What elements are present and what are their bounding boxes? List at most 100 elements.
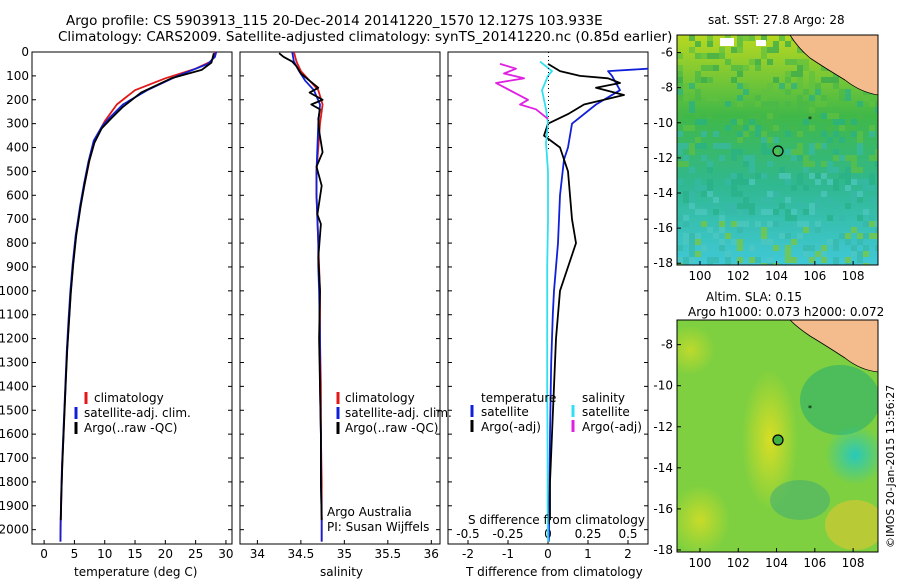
data-series: [59, 51, 649, 542]
salinity-panel-frame: [239, 51, 441, 545]
watermark: ©IMOS 20-Jan-2015 13:56:27: [884, 385, 897, 548]
map-y-tick-label: -6: [661, 46, 673, 60]
y-tick-label: 100: [6, 69, 29, 83]
float-marker-icon-sla: *: [808, 404, 812, 413]
argo-position-marker-sla: [772, 434, 784, 446]
sst-map: sat. SST: 27.8 Argo: 28 *: [676, 13, 879, 266]
x-tick-label: 20: [158, 547, 173, 561]
x-tick-label: 10: [97, 547, 112, 561]
y-tick-label: 0: [21, 45, 29, 59]
map-y-tick-label: -8: [661, 81, 673, 95]
landmass-java-sla: [789, 320, 878, 373]
y-tick-label: 800: [6, 236, 29, 250]
legend-label-satellite: satellite-adj. clim.: [345, 406, 452, 420]
difference-legend: temperature satellite Argo(-adj) salinit…: [468, 391, 645, 527]
y-tick-label: 1600: [0, 427, 29, 441]
y-tick-label: 900: [6, 260, 29, 274]
x-tick-label: -2: [462, 547, 474, 561]
legend-label-argo: Argo(..raw -QC): [84, 421, 177, 435]
map-x-tick-label: 108: [842, 269, 865, 283]
x-tick-label: 2: [624, 547, 632, 561]
x-tick-label: 30: [218, 547, 233, 561]
x-tick-label: 34: [250, 547, 265, 561]
map-x-tick-label: 108: [842, 556, 865, 570]
temperature-legend: climatology satellite-adj. clim. Argo(..…: [74, 391, 191, 435]
map-x-tick-label: 102: [727, 269, 750, 283]
legend-label-argo: Argo(..raw -QC): [345, 421, 438, 435]
legend-label-satellite: satellite-adj. clim.: [84, 406, 191, 420]
map-y-tick-label: -16: [653, 502, 673, 516]
landmass-java: [789, 35, 878, 96]
series-line-salinity: [291, 51, 323, 542]
y-tick-label: 1700: [0, 451, 29, 465]
map-y-tick-label: -14: [653, 186, 673, 200]
map-y-tick-label: -12: [653, 420, 673, 434]
map-x-tick-label: 104: [765, 269, 788, 283]
y-tick-label: 1400: [0, 379, 29, 393]
y-tick-label: 1800: [0, 475, 29, 489]
series-line-difference: [547, 67, 649, 542]
map-y-tick-label: -12: [653, 151, 673, 165]
series-line-difference: [495, 63, 549, 120]
x-tick-label: 35.5: [374, 547, 401, 561]
salinity-legend: climatology satellite-adj. clim. Argo(..…: [327, 391, 452, 534]
y-tick-label: 1100: [0, 308, 29, 322]
map-y-tick-label: -10: [653, 116, 673, 130]
map-ticks: 100 102 104 106 108 -6 -8 -10 -12 -14 -16 -18 100 102…: [653, 46, 864, 570]
x-tick-label: 5: [71, 547, 79, 561]
s-difference-axis-label: S difference from climatology: [468, 513, 645, 527]
y-tick-label: 200: [6, 93, 29, 107]
series-line-temperature: [59, 51, 218, 542]
series-line-difference: [543, 63, 625, 521]
series-line-difference: [539, 60, 553, 542]
y-tick-label: 1000: [0, 284, 29, 298]
s-tick-label: 0.5: [618, 527, 637, 541]
x-tick-label: 1: [584, 547, 592, 561]
sla-map: Altim. SLA: 0.15 Argo h1000: 0.073 h2000…: [676, 290, 884, 553]
map-y-tick-label: -14: [653, 461, 673, 475]
sla-map-subtitle: Argo h1000: 0.073 h2000: 0.072: [688, 305, 884, 319]
figure-title-line1: Argo profile: CS 5903913_115 20-Dec-2014…: [66, 13, 603, 29]
series-line-salinity: [278, 52, 324, 521]
legend-label-s-argo: Argo(-adj): [582, 420, 642, 434]
x-tick-label: 35: [337, 547, 352, 561]
y-tick-label: 1200: [0, 332, 29, 346]
sst-map-title: sat. SST: 27.8 Argo: 28: [708, 13, 845, 27]
x-tick-label: 0: [40, 547, 48, 561]
s-tick-label: -0.25: [492, 527, 523, 541]
temperature-axis-label: temperature (deg C): [74, 565, 197, 579]
axes: 0 5 10 15 20 25 300100200300400500600700800900…: [0, 45, 648, 561]
float-marker-icon: *: [808, 115, 812, 124]
sla-map-title: Altim. SLA: 0.15: [706, 290, 802, 304]
sla-map-frame: [676, 319, 879, 553]
t-difference-axis-label: T difference from climatology: [465, 565, 643, 579]
legend-heading-salinity: salinity: [582, 391, 625, 405]
map-x-tick-label: 102: [727, 556, 750, 570]
y-tick-label: 1900: [0, 499, 29, 513]
map-y-tick-label: -16: [653, 221, 673, 235]
legend-heading-temperature: temperature: [481, 391, 556, 405]
y-tick-label: 300: [6, 117, 29, 131]
s-tick-label: 0.25: [575, 527, 602, 541]
y-tick-label: 700: [6, 212, 29, 226]
map-y-tick-label: -18: [653, 256, 673, 270]
map-y-tick-label: -8: [661, 338, 673, 352]
figure-title-line2: Climatology: CARS2009. Satellite-adjuste…: [58, 29, 673, 45]
map-y-tick-label: -18: [653, 543, 673, 557]
map-x-tick-label: 100: [689, 269, 712, 283]
y-tick-label: 600: [6, 188, 29, 202]
series-line-temperature: [59, 51, 216, 542]
legend-label-s-satellite: satellite: [582, 405, 630, 419]
x-tick-label: 15: [127, 547, 142, 561]
map-y-tick-label: -10: [653, 379, 673, 393]
s-tick-label: -0.5: [456, 527, 479, 541]
map-x-tick-label: 106: [803, 269, 826, 283]
sst-map-frame: [676, 34, 879, 266]
y-tick-label: 500: [6, 164, 29, 178]
legend-label-climatology: climatology: [94, 391, 164, 405]
x-tick-label: -1: [502, 547, 514, 561]
x-tick-label: 0: [544, 547, 552, 561]
y-tick-label: 1500: [0, 403, 29, 417]
legend-label-t-argo: Argo(-adj): [481, 420, 541, 434]
